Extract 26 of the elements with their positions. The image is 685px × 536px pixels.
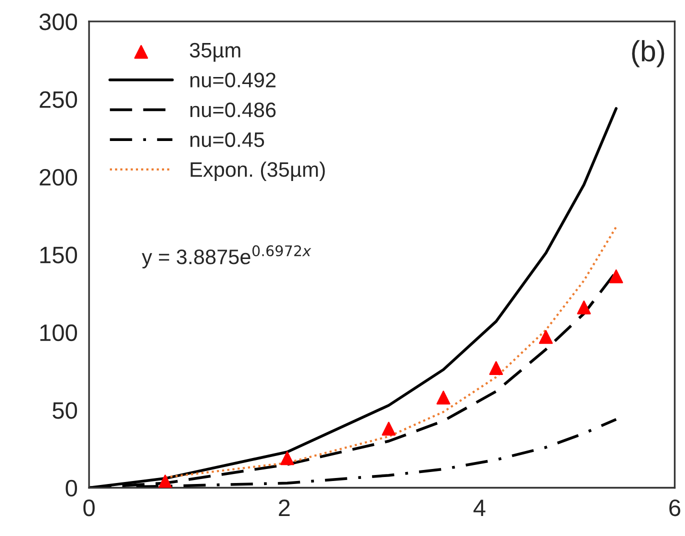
point [609,269,624,284]
x-tick-label: 2 [278,499,290,516]
point [538,330,553,344]
x-tick-label: 6 [669,499,680,516]
annotation: y = 3.8875e$^{0.6972x}$ [142,245,312,268]
point [489,361,503,375]
point [436,390,450,405]
y-tick-label: 0 [66,480,78,497]
point [280,451,294,466]
legend-label: nu=0.486 [190,102,276,118]
legend-label: nu=0.492 [190,72,276,88]
y-tick-label: 150 [40,246,78,264]
point [382,422,396,436]
point [158,474,172,488]
x-tick-label: 0 [83,499,95,516]
y-tick-label: 50 [52,402,78,419]
legend-label: Expon. (35µm) [190,162,325,182]
y-tick-label: 200 [40,168,78,186]
y-tick-label: 250 [40,91,78,108]
y-tick-label: 100 [40,324,78,342]
legend-label: nu=0.45 [190,132,264,148]
y-tick-label: 300 [39,14,78,30]
annotation: (b) [632,40,664,68]
legend-label: 35µm [190,42,240,62]
point [577,300,591,314]
x-tick-label: 4 [473,500,486,516]
